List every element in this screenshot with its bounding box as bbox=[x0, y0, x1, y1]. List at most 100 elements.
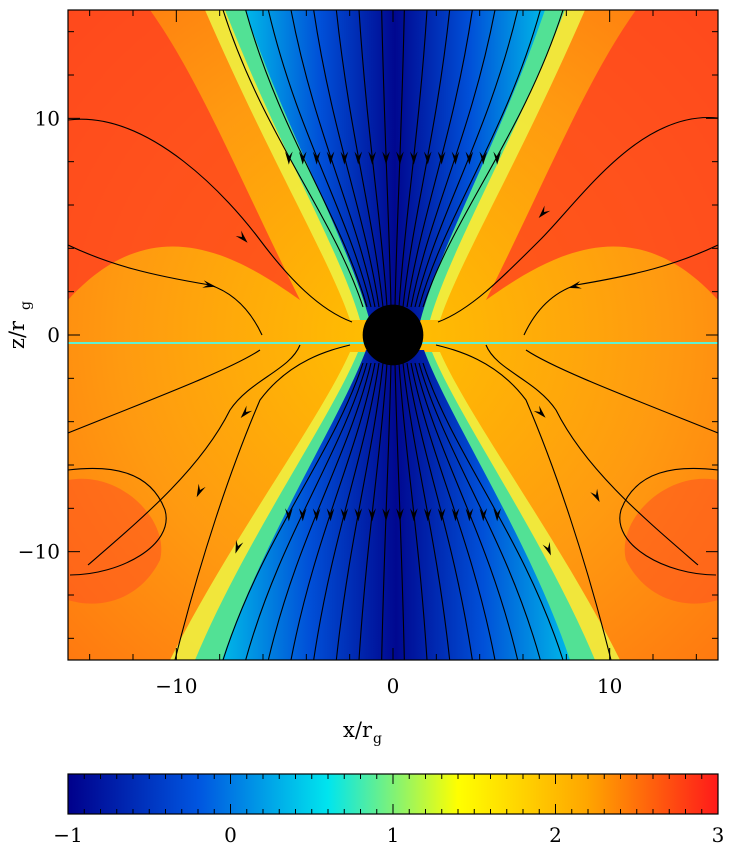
field-line bbox=[485, 344, 699, 566]
field-line bbox=[410, 10, 496, 308]
field-arrow bbox=[340, 508, 349, 522]
field-arrow bbox=[568, 281, 582, 289]
field-line bbox=[267, 362, 372, 660]
field-line bbox=[418, 10, 541, 308]
field-line bbox=[410, 362, 496, 660]
field-line bbox=[422, 362, 564, 660]
field-arrow bbox=[451, 508, 460, 522]
field-arrow bbox=[437, 151, 446, 165]
field-line bbox=[174, 344, 351, 660]
field-arrow bbox=[298, 151, 307, 165]
colorbar-tick-label: 0 bbox=[224, 823, 237, 844]
field-arrow bbox=[451, 151, 460, 165]
field-arrow bbox=[423, 151, 432, 165]
field-line bbox=[335, 362, 384, 660]
field-line bbox=[290, 362, 376, 660]
colorbar-tick-label: 2 bbox=[549, 823, 562, 844]
y-tick-label: 10 bbox=[35, 106, 60, 130]
field-arrow bbox=[479, 508, 488, 522]
field-arrow bbox=[240, 405, 253, 418]
field-arrow bbox=[285, 508, 293, 522]
field-arrow bbox=[235, 230, 248, 243]
colorbar-tick-label: −1 bbox=[53, 823, 82, 844]
field-arrow bbox=[493, 151, 501, 165]
field-arrow bbox=[326, 508, 335, 522]
field-arrow bbox=[354, 508, 363, 522]
hot-region-upper-left bbox=[68, 10, 300, 300]
y-axis-label: z/r bbox=[5, 320, 29, 349]
field-line bbox=[619, 467, 718, 576]
field-arrow bbox=[235, 539, 244, 554]
field-line bbox=[437, 117, 718, 323]
field-arrow bbox=[423, 508, 432, 522]
field-arrow bbox=[410, 508, 418, 522]
field-line bbox=[525, 349, 718, 434]
field-arrow bbox=[396, 151, 404, 165]
field-line bbox=[68, 244, 263, 336]
field-line bbox=[290, 10, 376, 308]
field-line bbox=[87, 344, 301, 566]
field-arrow bbox=[396, 508, 404, 522]
field-line bbox=[435, 344, 612, 660]
x-axis-label: x/r bbox=[343, 718, 373, 742]
field-line bbox=[523, 244, 718, 336]
x-tick-label: −10 bbox=[155, 674, 197, 698]
field-line bbox=[422, 10, 564, 308]
field-arrow bbox=[368, 508, 376, 522]
field-line bbox=[358, 10, 388, 308]
field-arrow bbox=[298, 508, 307, 522]
field-line bbox=[394, 362, 405, 660]
field-arrow bbox=[542, 541, 551, 556]
field-line bbox=[414, 362, 519, 660]
field-line bbox=[358, 362, 388, 660]
field-arrow bbox=[538, 205, 551, 218]
black-hole bbox=[362, 304, 424, 366]
field-arrow bbox=[410, 151, 418, 165]
field-line bbox=[267, 10, 372, 308]
field-line bbox=[68, 467, 167, 576]
field-arrow bbox=[465, 508, 474, 522]
field-line bbox=[398, 362, 428, 660]
x-tick-label: 0 bbox=[387, 674, 400, 698]
field-line bbox=[68, 118, 353, 323]
field-arrow bbox=[533, 405, 546, 418]
hot-region-upper-right bbox=[486, 10, 718, 300]
field-line bbox=[313, 10, 380, 308]
y-axis-label-subscript: g bbox=[18, 301, 34, 310]
field-arrow bbox=[465, 151, 474, 165]
field-line bbox=[222, 362, 364, 660]
field-line bbox=[402, 10, 451, 308]
field-line bbox=[381, 362, 392, 660]
field-line bbox=[313, 362, 380, 660]
field-line-arrows bbox=[196, 151, 600, 556]
field-arrow bbox=[312, 151, 321, 165]
field-arrow bbox=[340, 151, 349, 165]
field-arrow bbox=[202, 280, 216, 288]
field-lines bbox=[68, 10, 718, 660]
field-arrow bbox=[354, 151, 363, 165]
y-tick-label: 0 bbox=[47, 323, 60, 347]
field-arrow bbox=[382, 508, 390, 522]
colorbar-ticks bbox=[67, 774, 719, 814]
field-arrow bbox=[437, 508, 446, 522]
field-line bbox=[68, 349, 261, 434]
field-line bbox=[381, 10, 392, 308]
field-line bbox=[406, 10, 473, 308]
field-arrow bbox=[196, 483, 206, 498]
colorbar-tick-labels: −1 0 1 2 3 bbox=[53, 823, 724, 844]
axis-ticks bbox=[68, 10, 718, 660]
x-axis-label-subscript: g bbox=[373, 731, 382, 747]
x-tick-label: 10 bbox=[597, 674, 622, 698]
y-tick-label: −10 bbox=[18, 540, 60, 564]
field-line bbox=[335, 10, 384, 308]
colorbar-tick-label: 1 bbox=[387, 823, 400, 844]
colorbar-tick-label: 3 bbox=[712, 823, 725, 844]
field-line bbox=[394, 10, 405, 308]
field-arrow bbox=[479, 151, 488, 165]
field-line bbox=[402, 362, 451, 660]
axis-tick-labels: −10 0 10 −10 0 10 bbox=[18, 106, 623, 698]
field-arrow bbox=[590, 488, 600, 503]
field-arrow bbox=[285, 151, 293, 165]
field-line bbox=[398, 10, 428, 308]
